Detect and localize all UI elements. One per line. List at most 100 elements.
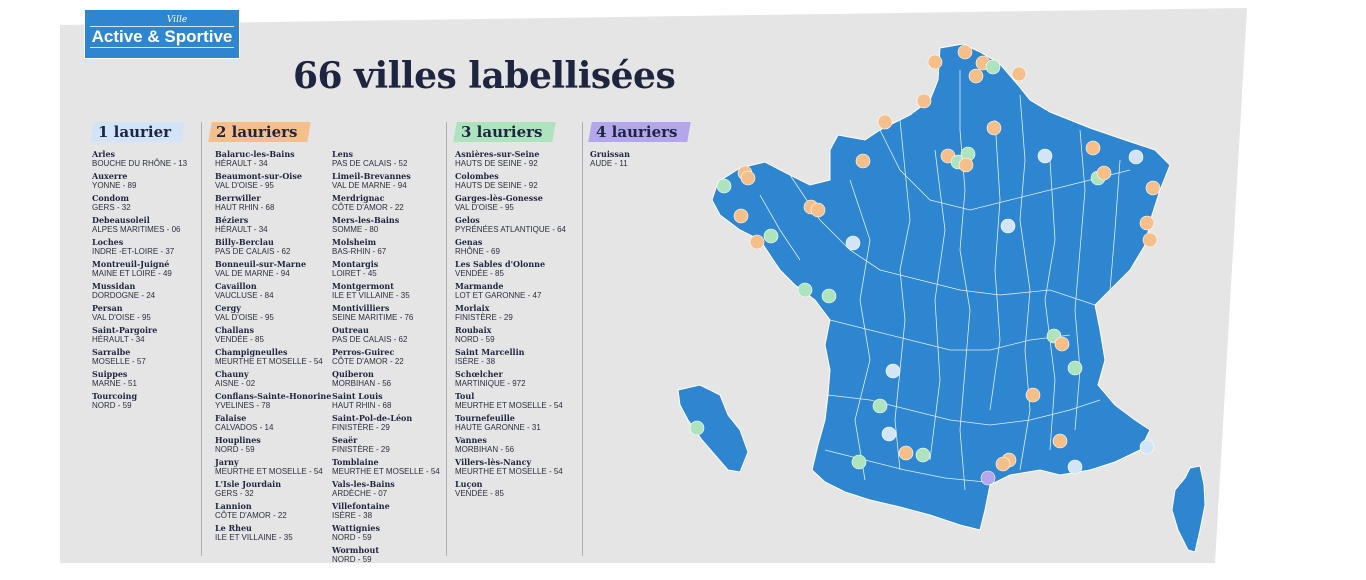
city-entry: Jarny MEURTHE ET MOSELLE - 54 <box>215 457 331 477</box>
city-name: Beaumont-sur-Oise <box>215 171 302 181</box>
city-entry: Villers-lès-Nancy MEURTHE ET MOSELLE - 54 <box>455 457 566 477</box>
city-entry: Garges-lès-Gonesse VAL D'OISE - 95 <box>455 193 566 213</box>
city-name: Quiberon <box>332 369 374 379</box>
martinique <box>677 384 749 473</box>
city-name: Outreau <box>332 325 369 335</box>
marker <box>995 456 1011 472</box>
level-2-city-list-b: Lens PAS DE CALAIS - 52 Limeil-Brevannes VA… <box>332 150 440 568</box>
city-name: Arles <box>92 149 116 159</box>
city-department: HAUT RHIN - 68 <box>332 401 392 410</box>
city-department: MARNE - 51 <box>92 379 137 388</box>
marker <box>716 178 732 194</box>
city-entry: Houplines NORD - 59 <box>215 436 331 455</box>
city-name: Sarralbe <box>92 347 131 357</box>
page-title: 66 villes labellisées <box>293 55 676 97</box>
city-entry: Roubaix NORD - 59 <box>455 326 566 345</box>
city-department: NORD - 59 <box>455 335 495 344</box>
marker <box>968 68 984 84</box>
city-name: Garges-lès-Gonesse <box>455 193 543 203</box>
marker <box>877 114 893 130</box>
city-entry: Béziers HÉRAULT - 34 <box>215 216 331 235</box>
city-name: Vals-les-Bains <box>332 479 395 489</box>
logo-small-text: Ville <box>166 15 188 25</box>
city-department: HAUTS DE SEINE - 92 <box>455 159 538 168</box>
city-name: Villers-lès-Nancy <box>455 457 532 467</box>
city-name: Loches <box>92 237 124 247</box>
city-department: VAL D'OISE - 95 <box>92 313 151 322</box>
city-entry: Le Rheu ILE ET VILLAINE - 35 <box>215 523 331 543</box>
city-name: Colombes <box>455 171 499 181</box>
city-department: HAUT RHIN - 68 <box>215 203 275 212</box>
city-entry: Merdrignac CÔTE D'AMOR - 22 <box>332 194 440 213</box>
city-department: MARTINIQUE - 972 <box>455 379 526 388</box>
city-entry: Vannes MORBIHAN - 56 <box>455 436 566 455</box>
marker <box>1011 66 1027 82</box>
city-entry: Auxerre YONNE - 89 <box>92 172 187 191</box>
city-entry: Mers-les-Bains SOMME - 80 <box>332 216 440 235</box>
marker <box>797 282 813 298</box>
marker <box>821 288 837 304</box>
marker <box>985 59 1001 75</box>
marker <box>1128 149 1144 165</box>
city-entry: Montivilliers SEINE MARITIME - 76 <box>332 304 440 323</box>
city-name: Toul <box>455 391 475 401</box>
marker <box>1025 387 1041 403</box>
city-department: NORD - 59 <box>92 401 132 410</box>
city-department: MEURTHE ET MOSELLE - 54 <box>215 467 323 476</box>
city-name: Billy-Berclau <box>215 237 274 247</box>
city-department: MORBIHAN - 56 <box>455 445 515 454</box>
city-entry: Cavaillon VAUCLUSE - 84 <box>215 282 331 301</box>
city-entry: Beaumont-sur-Oise VAL D'OISE - 95 <box>215 171 331 191</box>
city-department: GERS - 32 <box>92 203 131 212</box>
city-department: NORD - 59 <box>332 533 372 542</box>
city-department: CÔTE D'AMOR - 22 <box>332 203 404 212</box>
marker <box>845 235 861 251</box>
city-department: CÔTE D'AMOR - 22 <box>215 511 287 520</box>
city-name: Bonneuil-sur-Marne <box>215 259 307 269</box>
city-entry: Gruissan AUDE - 11 <box>590 149 689 169</box>
city-name: Champigneulles <box>215 347 288 357</box>
city-department: HÉRAULT - 34 <box>215 225 268 234</box>
city-entry: Lens PAS DE CALAIS - 52 <box>332 150 440 169</box>
level-1-heading: 1 laurier <box>90 122 185 142</box>
corsica <box>1171 465 1206 553</box>
marker <box>1096 165 1112 181</box>
level-2-column: 2 lauriers <box>208 122 312 150</box>
city-name: Cergy <box>215 303 241 313</box>
city-entry: Champigneulles MEURTHE ET MOSELLE - 54 <box>215 347 331 367</box>
city-name: Jarny <box>215 457 239 467</box>
city-department: VAL D'OISE - 95 <box>215 313 274 322</box>
city-name: Morlaix <box>455 303 490 313</box>
city-entry: Wormhout NORD - 59 <box>332 546 440 565</box>
marker <box>851 454 867 470</box>
city-name: Tournefeuille <box>455 413 515 423</box>
city-name: Perros-Guirec <box>332 347 395 357</box>
marker <box>885 363 901 379</box>
city-department: ILE ET VILLAINE - 35 <box>332 291 410 300</box>
city-entry: Vals-les-Bains ARDÈCHE - 07 <box>332 479 440 499</box>
city-department: MEURTHE ET MOSELLE - 54 <box>455 467 563 476</box>
city-department: MAINE ET LOIRE - 49 <box>92 269 172 278</box>
city-name: Montargis <box>332 259 379 269</box>
city-entry: Les Sables d'Olonne VENDÉE - 85 <box>455 260 566 279</box>
city-entry: Mussidan DORDOGNE - 24 <box>92 282 187 301</box>
city-name: Montgermont <box>332 281 394 291</box>
city-entry: L'Isle Jourdain GERS - 32 <box>215 480 331 499</box>
city-entry: Montargis LOIRET - 45 <box>332 259 440 279</box>
city-department: ALPES MARITIMES - 06 <box>92 225 181 234</box>
marker <box>957 44 973 60</box>
marker <box>881 426 897 442</box>
city-entry: Outreau PAS DE CALAIS - 62 <box>332 325 440 345</box>
level-4-city-list: Gruissan AUDE - 11 <box>590 149 689 169</box>
city-name: Gruissan <box>590 149 630 159</box>
city-department: LOT ET GARONNE - 47 <box>455 291 542 300</box>
city-name: Challans <box>215 325 254 335</box>
city-department: PYRÉNÉES ATLANTIQUE - 64 <box>455 225 566 234</box>
city-department: VAL D'OISE - 95 <box>455 203 514 212</box>
city-name: Le Rheu <box>215 523 252 533</box>
city-entry: Tomblaine MEURTHE ET MOSELLE - 54 <box>332 458 440 477</box>
city-department: BAS-RHIN - 67 <box>332 247 387 256</box>
city-department: VAUCLUSE - 84 <box>215 291 274 300</box>
city-name: Persan <box>92 303 123 313</box>
city-name: Berrwiller <box>215 193 261 203</box>
